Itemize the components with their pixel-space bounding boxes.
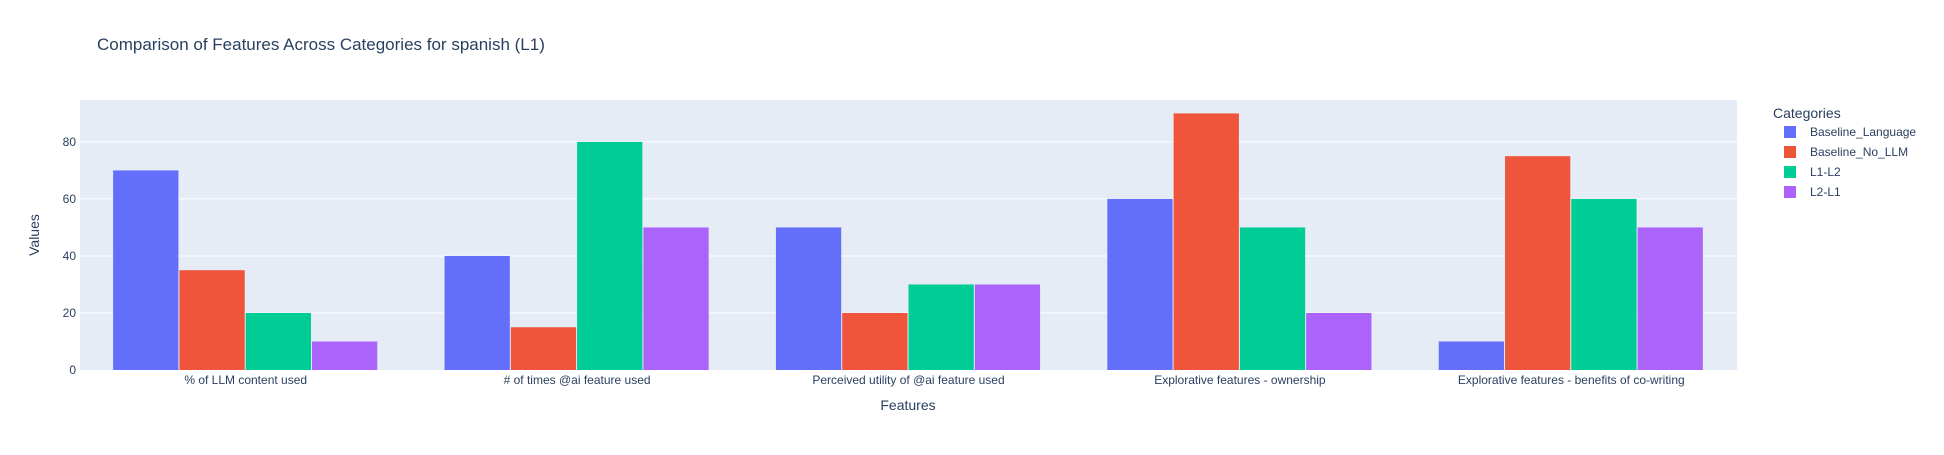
legend-item[interactable]: Baseline_No_LLM [1784, 145, 1908, 159]
bar-baseline-no-llm[interactable] [1173, 113, 1239, 370]
legend-label: Baseline_Language [1810, 125, 1916, 139]
gridlines [80, 141, 1737, 314]
bar-baseline-language[interactable] [1438, 341, 1505, 370]
bar-l2-l1[interactable] [311, 341, 378, 370]
legend-swatch [1784, 166, 1796, 178]
legend-swatch [1784, 126, 1796, 138]
x-axis-ticks: % of LLM content used # of times @ai feat… [184, 373, 1684, 387]
bar-baseline-language[interactable] [1107, 198, 1173, 370]
bar-l1-l2[interactable] [245, 312, 311, 370]
legend-swatch [1784, 186, 1796, 198]
legend-item[interactable]: L2-L1 [1784, 185, 1841, 199]
bars [113, 113, 1703, 370]
x-tick-label: Explorative features - ownership [1154, 373, 1326, 387]
y-axis-label: Values [26, 214, 42, 256]
bar-baseline-language[interactable] [444, 255, 510, 370]
bar-l2-l1[interactable] [974, 284, 1041, 370]
bar-l1-l2[interactable] [908, 284, 974, 370]
bar-l2-l1[interactable] [1306, 312, 1372, 370]
bar-baseline-language[interactable] [775, 227, 842, 370]
x-axis-label: Features [880, 397, 935, 413]
x-tick-label: Perceived utility of @ai feature used [812, 373, 1004, 387]
y-tick-label: 60 [63, 192, 77, 206]
legend-item[interactable]: Baseline_Language [1784, 125, 1916, 139]
y-tick-label: 40 [63, 249, 77, 263]
legend-label: L2-L1 [1810, 185, 1841, 199]
legend-title: Categories [1773, 105, 1841, 121]
legend-label: Baseline_No_LLM [1810, 145, 1908, 159]
y-axis-ticks: 0 20 40 60 80 [63, 135, 77, 377]
x-tick-label: # of times @ai feature used [504, 373, 651, 387]
bar-baseline-no-llm[interactable] [179, 270, 245, 370]
bar-l1-l2[interactable] [1239, 227, 1306, 370]
bar-l2-l1[interactable] [643, 227, 709, 370]
x-tick-label: % of LLM content used [184, 373, 307, 387]
bar-l1-l2[interactable] [577, 141, 643, 370]
bar-baseline-no-llm[interactable] [510, 327, 577, 370]
legend-label: L1-L2 [1810, 165, 1841, 179]
legend-item[interactable]: L1-L2 [1784, 165, 1841, 179]
bar-baseline-no-llm[interactable] [842, 312, 908, 370]
legend-items[interactable]: Baseline_Language Baseline_No_LLM L1-L2 L2-… [1784, 125, 1916, 199]
bar-baseline-language[interactable] [113, 170, 179, 370]
x-tick-label: Explorative features - benefits of co-wr… [1458, 373, 1685, 387]
legend[interactable]: Categories Baseline_Language Baseline_No_… [1773, 105, 1916, 199]
bar-l2-l1[interactable] [1637, 227, 1703, 370]
y-tick-label: 0 [69, 363, 76, 377]
bar-baseline-no-llm[interactable] [1505, 156, 1571, 370]
y-tick-label: 20 [63, 306, 77, 320]
legend-swatch [1784, 146, 1796, 158]
bar-l1-l2[interactable] [1571, 198, 1637, 370]
chart-title: Comparison of Features Across Categories… [97, 35, 545, 54]
y-tick-label: 80 [63, 135, 77, 149]
